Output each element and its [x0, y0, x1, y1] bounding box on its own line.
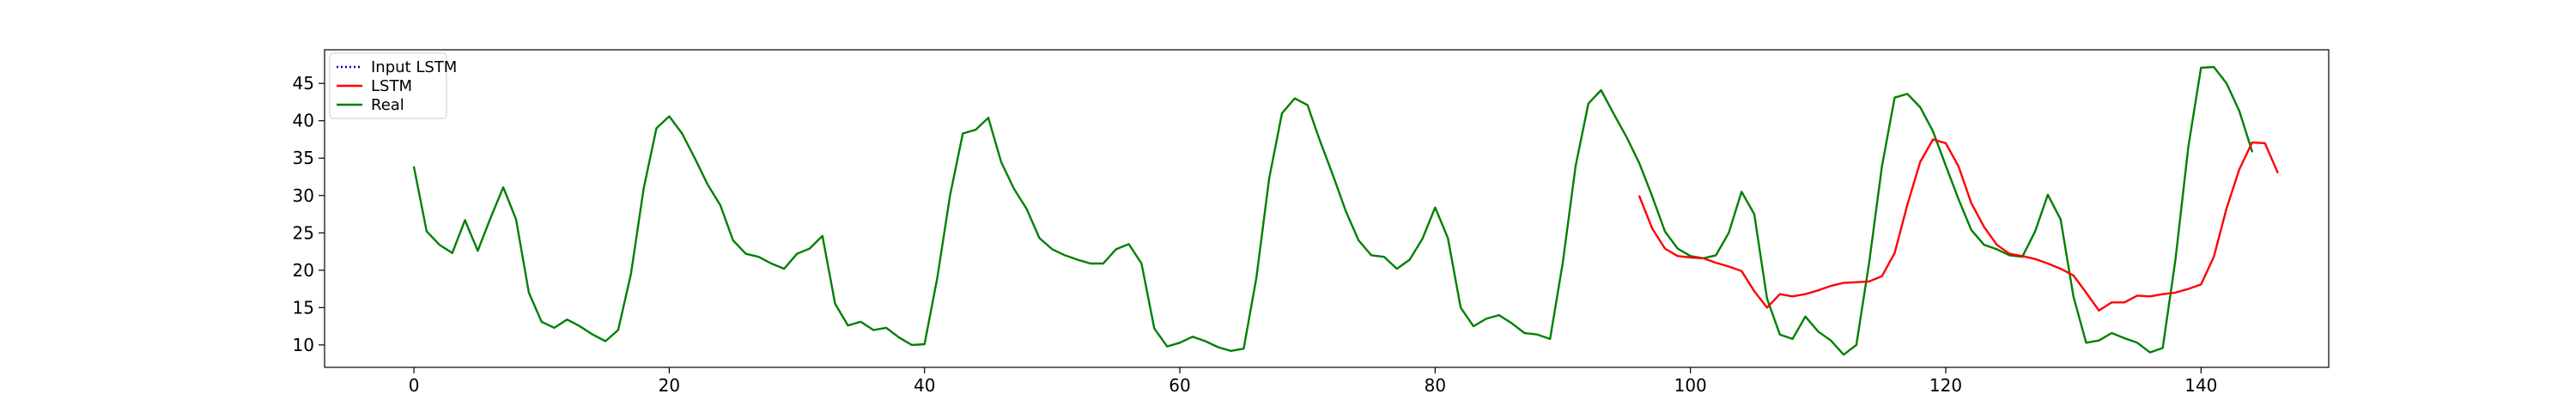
x-tick-label: 80 — [1425, 375, 1446, 396]
legend-label: LSTM — [371, 77, 412, 95]
y-tick-label: 15 — [293, 297, 314, 318]
series-layer — [412, 65, 2279, 356]
x-tick-label: 60 — [1169, 375, 1190, 396]
x-axis: 0 20 40 60 80 100 120 140 — [409, 367, 2217, 396]
legend-label: Real — [371, 96, 404, 114]
y-axis: 10 15 20 25 30 35 40 45 — [293, 73, 325, 355]
series-line-lstm — [1637, 138, 2279, 312]
x-tick-label: 20 — [659, 375, 680, 396]
x-tick-label: 0 — [409, 375, 420, 396]
x-tick-label: 100 — [1674, 375, 1707, 396]
x-tick-label: 120 — [1929, 375, 1962, 396]
y-tick-label: 30 — [293, 185, 314, 206]
series-line-real — [412, 65, 2254, 356]
y-tick-label: 40 — [293, 111, 314, 131]
y-tick-label: 35 — [293, 148, 314, 168]
x-tick-label: 40 — [914, 375, 935, 396]
legend-box — [329, 52, 447, 119]
x-tick-label: 140 — [2184, 375, 2217, 396]
legend-label: Input LSTM — [371, 58, 457, 76]
y-tick-label: 10 — [293, 335, 314, 355]
plot-frame — [324, 49, 2330, 368]
y-tick-label: 45 — [293, 73, 314, 94]
y-tick-label: 25 — [293, 222, 314, 243]
y-tick-label: 20 — [293, 260, 314, 281]
